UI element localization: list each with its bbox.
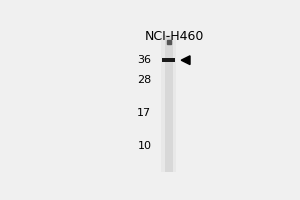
Bar: [163, 58, 175, 62]
Text: 10: 10: [137, 141, 152, 151]
Bar: [165, 35, 173, 172]
Text: 17: 17: [137, 108, 152, 118]
Text: 28: 28: [137, 75, 152, 85]
Text: NCI-H460: NCI-H460: [145, 30, 204, 43]
Text: 36: 36: [137, 55, 152, 65]
Polygon shape: [181, 56, 190, 65]
Bar: [161, 35, 176, 172]
